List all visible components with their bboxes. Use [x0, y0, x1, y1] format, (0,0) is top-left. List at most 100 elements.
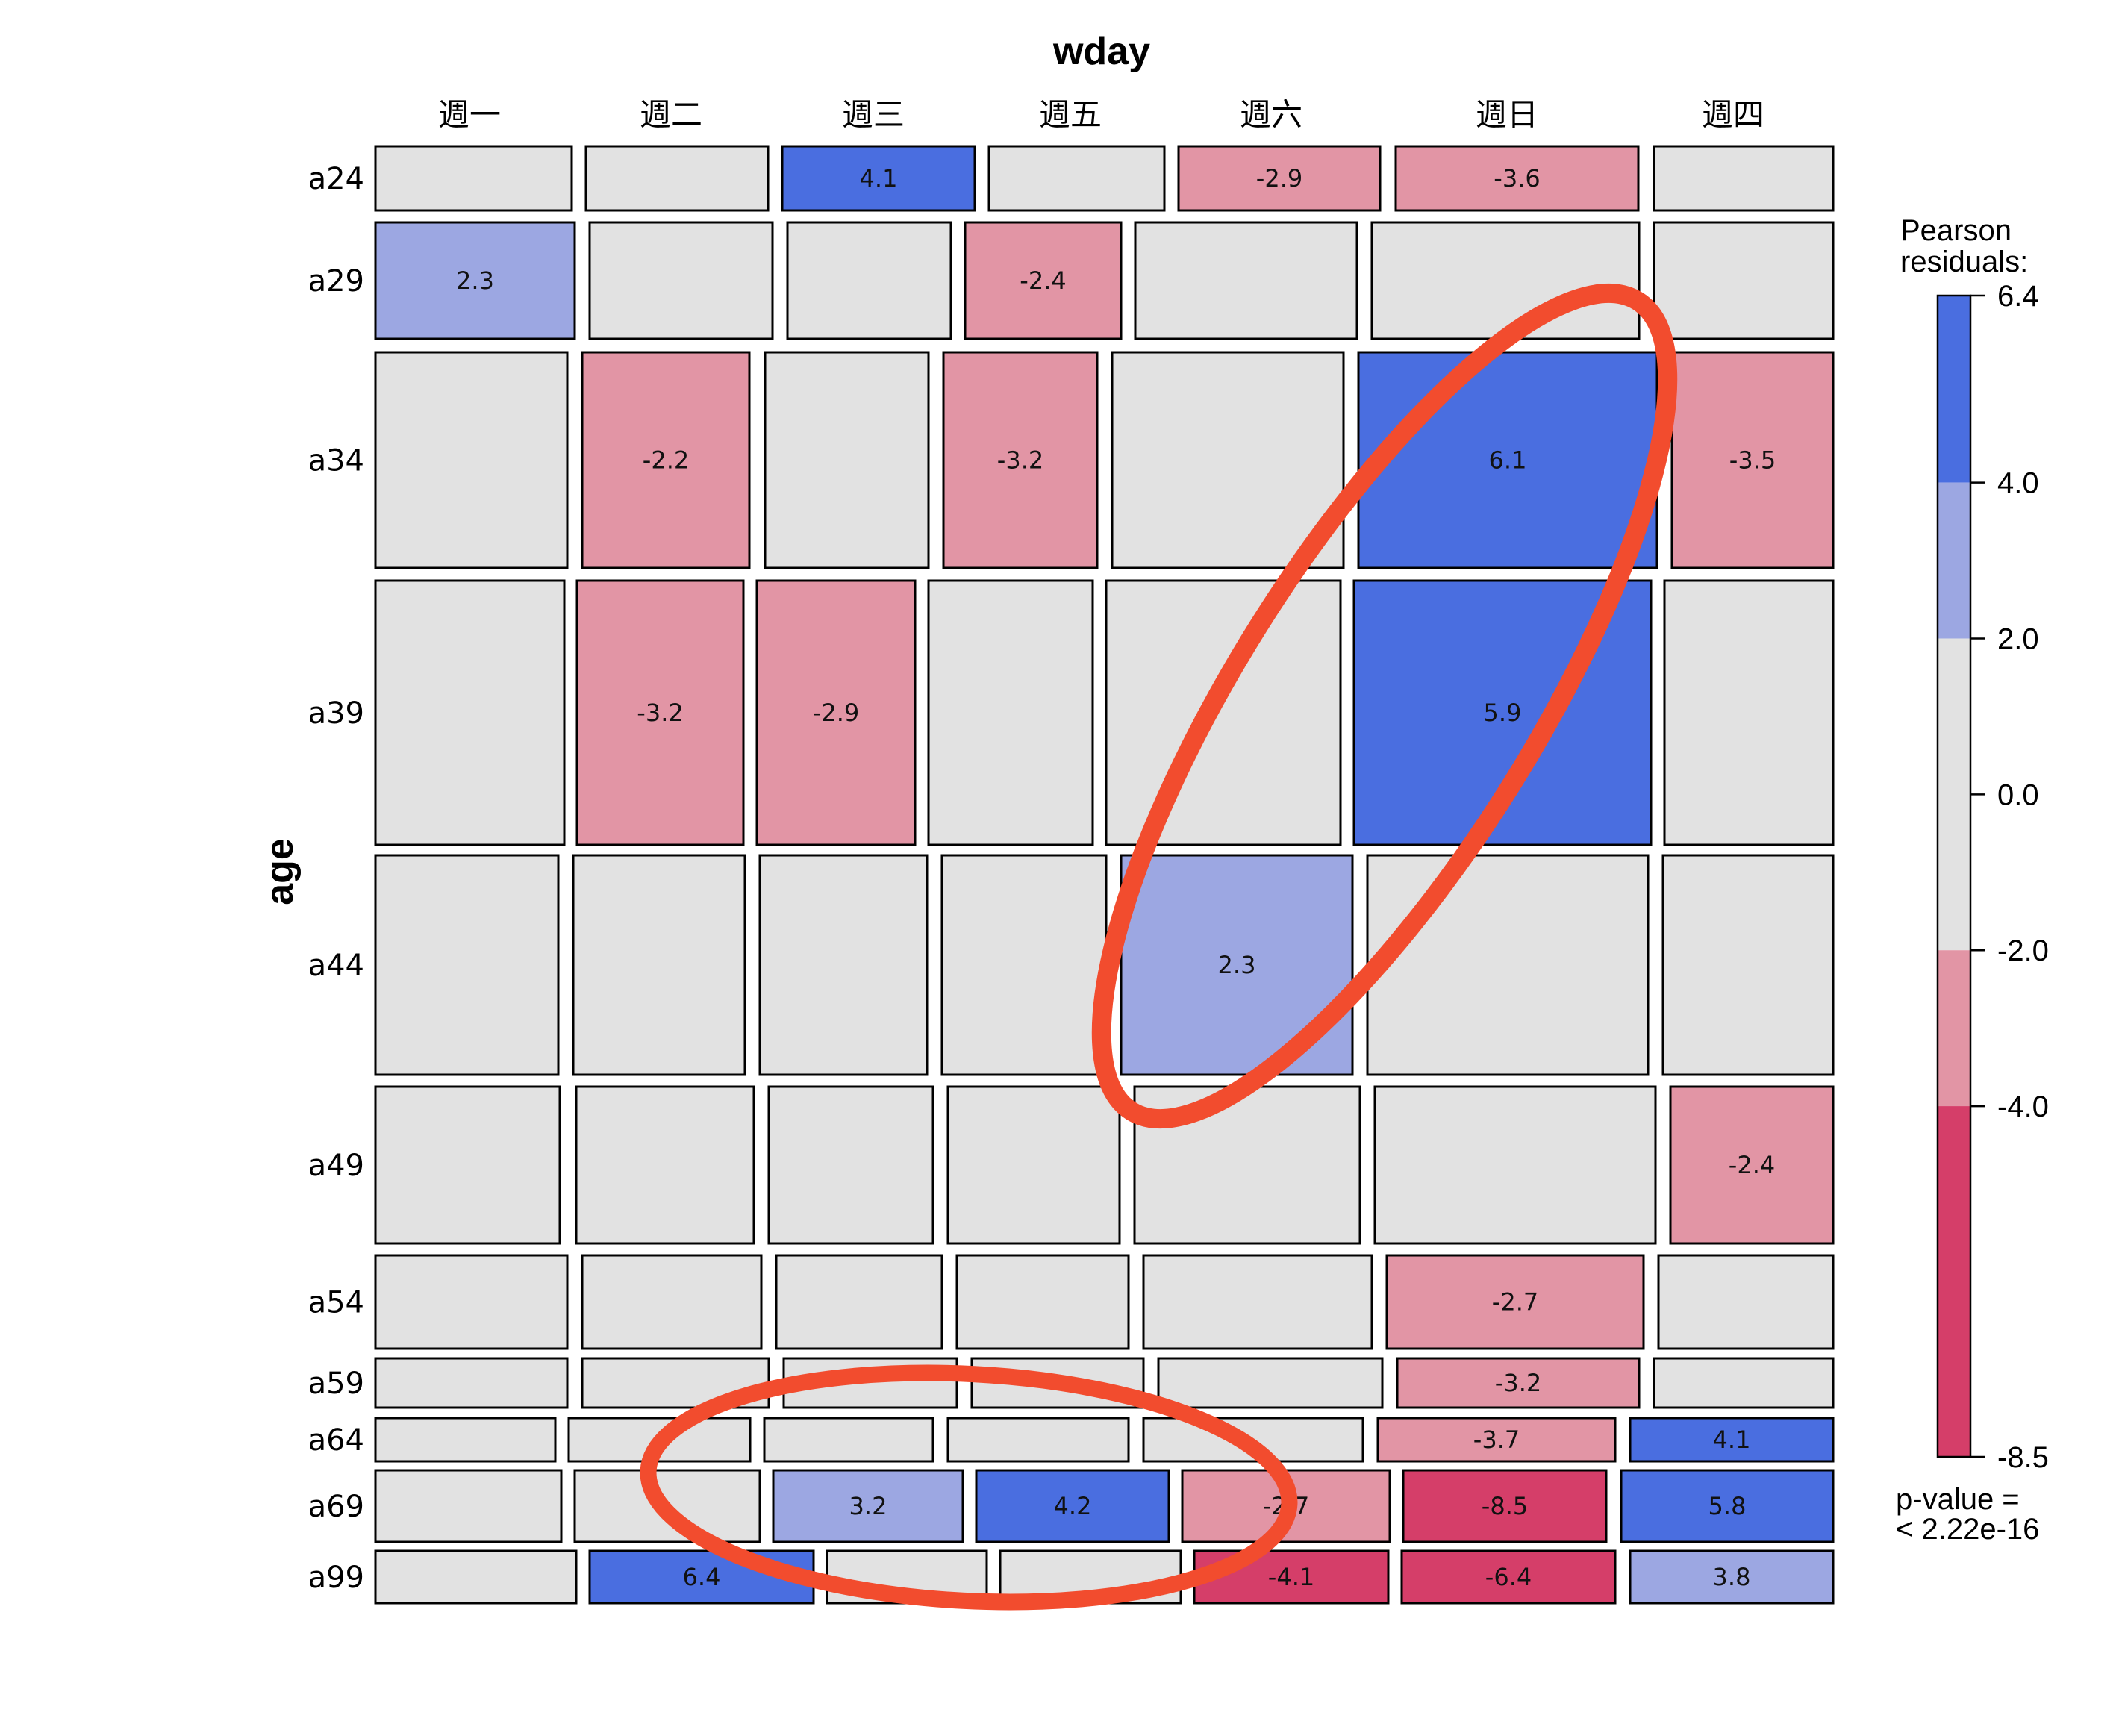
mosaic-cell	[581, 351, 751, 569]
mosaic-cell	[1629, 1417, 1835, 1463]
mosaic-cell	[1373, 1085, 1657, 1245]
mosaic-cell	[575, 1085, 755, 1245]
column-label: 週一	[438, 96, 501, 133]
mosaic-cell	[1177, 145, 1382, 212]
cell-residual-label: -3.2	[637, 699, 683, 727]
mosaic-cell	[964, 221, 1123, 340]
mosaic-cell	[775, 1254, 943, 1350]
row-label: a49	[308, 1149, 364, 1183]
mosaic-cell	[374, 1469, 563, 1543]
mosaic-cell	[987, 145, 1166, 212]
mosaic-cell	[955, 1254, 1130, 1350]
mosaic-cell	[374, 1417, 557, 1463]
cell-residual-label: -2.4	[1020, 266, 1066, 295]
annotation-ellipse-diagonal	[1091, 283, 1678, 1129]
mosaic-cell	[584, 145, 770, 212]
mosaic-cell	[942, 351, 1099, 569]
cell-residual-label: 4.1	[1713, 1426, 1751, 1454]
column-label: 週日	[1476, 96, 1538, 133]
legend-p-value: p-value =	[1896, 1483, 2020, 1516]
legend-color-band	[1938, 296, 1970, 483]
legend-tick-label: -4.0	[1997, 1090, 2049, 1123]
mosaic-cells: 4.1 -2.9 -3.6 2.3 -2.4 -2.2 -3.2 6.1 -3.5 -3.2 -2.…	[374, 145, 1835, 1605]
mosaic-cell	[1385, 1254, 1645, 1350]
cell-residual-label: 2.3	[1218, 951, 1256, 979]
mosaic-cell	[572, 854, 746, 1076]
y-axis-title: age	[258, 838, 302, 905]
cell-residual-label: 3.2	[849, 1492, 887, 1520]
mosaic-cell	[374, 351, 569, 569]
annotations	[640, 283, 1678, 1611]
column-label: 週五	[1039, 96, 1102, 133]
cell-residual-label: 6.1	[1489, 446, 1527, 475]
mosaic-cell	[374, 221, 576, 340]
mosaic-cell	[975, 1469, 1170, 1543]
legend-color-band	[1938, 1106, 1970, 1457]
row-label: a69	[308, 1490, 364, 1524]
mosaic-cell	[763, 1417, 934, 1463]
mosaic-cell	[1357, 351, 1658, 569]
mosaic-cell	[927, 579, 1094, 846]
mosaic-cell	[1366, 854, 1650, 1076]
legend-color-band	[1938, 950, 1970, 1107]
mosaic-cell	[1653, 221, 1835, 340]
cell-residual-label: -3.7	[1473, 1426, 1520, 1454]
row-label: a39	[308, 696, 364, 731]
cell-residual-label: 4.2	[1054, 1492, 1092, 1520]
row-label: a29	[308, 264, 364, 299]
cell-residual-label: -3.2	[997, 446, 1043, 475]
cell-residual-label: 2.3	[456, 266, 494, 295]
mosaic-cell	[946, 1417, 1130, 1463]
cell-residual-label: -2.7	[1492, 1288, 1538, 1317]
column-label: 週六	[1240, 96, 1302, 133]
mosaic-cell	[581, 1254, 763, 1350]
cell-residual-label: -2.9	[813, 699, 859, 727]
legend-tick-label: 6.4	[1997, 280, 2039, 313]
cell-residual-label: -2.4	[1729, 1151, 1775, 1179]
mosaic-cell	[1394, 145, 1640, 212]
cell-residual-label: -6.4	[1485, 1563, 1532, 1591]
legend-tick-label: -2.0	[1997, 934, 2049, 967]
mosaic-cell	[940, 854, 1108, 1076]
row-label: a34	[308, 444, 364, 478]
row-label: a99	[308, 1561, 364, 1595]
mosaic-cell	[1142, 1254, 1373, 1350]
row-label: a59	[308, 1367, 364, 1401]
mosaic-cell	[786, 221, 952, 340]
mosaic-cell	[1370, 221, 1641, 340]
legend-title: Pearson	[1900, 214, 2012, 247]
column-label: 週四	[1702, 96, 1764, 133]
cell-residual-label: -2.9	[1256, 164, 1302, 193]
mosaic-cell	[374, 1254, 569, 1350]
legend-tick-label: 0.0	[1997, 778, 2039, 811]
mosaic-cell	[1400, 1549, 1617, 1605]
column-label: 週三	[842, 96, 905, 133]
cell-residual-label: 5.8	[1708, 1492, 1747, 1520]
mosaic-cell	[767, 1085, 934, 1245]
mosaic-cell	[755, 579, 917, 846]
mosaic-cell	[1663, 579, 1835, 846]
mosaic-cell	[1105, 579, 1342, 846]
mosaic-cell	[575, 579, 745, 846]
column-labels: 週一 週二 週三 週五 週六 週日 週四	[438, 96, 1764, 133]
cell-residual-label: -3.6	[1494, 164, 1540, 193]
mosaic-cell	[374, 579, 566, 846]
mosaic-cell	[1396, 1357, 1641, 1409]
mosaic-cell	[1669, 1085, 1835, 1245]
cell-residual-label: 4.1	[860, 164, 898, 193]
cell-residual-label: -2.2	[643, 446, 689, 475]
row-labels: a24 a29 a34 a39 a44 a49 a54 a59 a64 a69 a99	[308, 162, 364, 1595]
mosaic-cell	[374, 1549, 578, 1605]
mosaic-cell	[758, 854, 929, 1076]
legend-tick-label: 2.0	[1997, 622, 2039, 655]
row-label: a64	[308, 1423, 364, 1458]
mosaic-cell	[772, 1469, 964, 1543]
mosaic-cell	[1657, 1254, 1835, 1350]
mosaic-cell	[781, 145, 976, 212]
mosaic-cell	[1653, 1357, 1835, 1409]
mosaic-cell	[374, 854, 560, 1076]
mosaic-cell	[374, 1085, 561, 1245]
cell-residual-label: -3.5	[1729, 446, 1776, 475]
mosaic-cell	[1376, 1417, 1617, 1463]
